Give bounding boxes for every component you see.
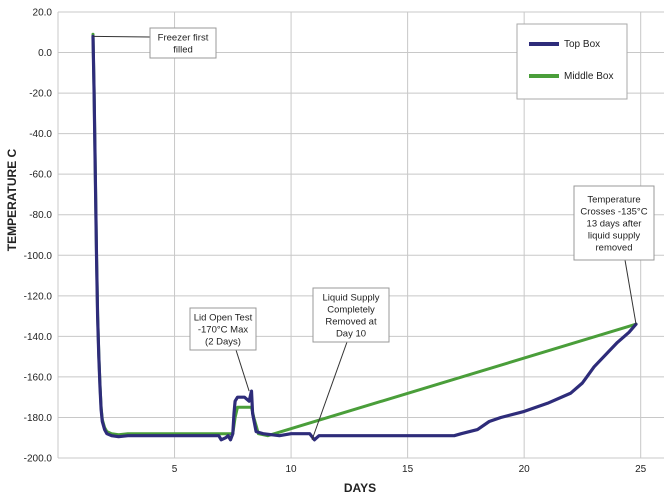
legend: Top Box Middle Box — [516, 23, 628, 100]
series-line-top-box — [91, 34, 638, 442]
annotation-callout: Lid Open Test-170°C Max(2 Days) — [189, 307, 257, 392]
y-tick-label: -200.0 — [24, 454, 53, 465]
y-tick-label: 0.0 — [38, 48, 52, 59]
y-tick-label: -80.0 — [29, 210, 52, 221]
y-tick-label: -140.0 — [24, 332, 53, 343]
legend-box — [516, 23, 628, 100]
annotation-text: Freezer first — [158, 33, 209, 44]
y-tick-label: -180.0 — [24, 413, 53, 424]
y-axis-title: TEMPERATURE C — [5, 148, 19, 251]
y-tick-label: 20.0 — [33, 8, 53, 19]
x-axis-title: DAYS — [344, 481, 376, 495]
annotation-text: Crosses -135°C — [580, 207, 647, 218]
annotation-leader-line — [92, 35, 151, 38]
annotation-text: liquid supply — [588, 231, 641, 242]
y-tick-label: -40.0 — [29, 129, 52, 140]
annotation-box — [189, 307, 257, 351]
annotation-text: Removed at — [325, 317, 377, 328]
annotation-leader-line — [235, 349, 250, 392]
annotation-text: -170°C Max — [198, 325, 249, 336]
x-tick-labels: 5 10 15 20 25 — [172, 464, 647, 475]
grid — [57, 11, 664, 459]
annotation-leader-line — [311, 341, 348, 440]
annotation-text: Lid Open Test — [194, 313, 253, 324]
x-tick-label: 10 — [286, 464, 298, 475]
annotation-leader-line — [624, 259, 637, 325]
y-tick-label: -60.0 — [29, 170, 52, 181]
annotation-text: filled — [173, 45, 193, 56]
legend-label-top-box: Top Box — [564, 39, 600, 50]
y-tick-label: -20.0 — [29, 89, 52, 100]
annotation-box — [149, 27, 217, 59]
x-tick-label: 25 — [635, 464, 647, 475]
y-tick-label: -160.0 — [24, 372, 53, 383]
annotation-box — [312, 287, 390, 343]
annotation-text: Liquid Supply — [322, 293, 379, 304]
x-tick-label: 20 — [519, 464, 531, 475]
annotation-text: Day 10 — [336, 329, 366, 340]
annotation-box — [573, 185, 655, 261]
x-tick-label: 5 — [172, 464, 178, 475]
annotation-text: 13 days after — [587, 219, 642, 230]
annotation-text: Completely — [327, 305, 375, 316]
annotation-text: (2 Days) — [205, 337, 241, 348]
annotation-text: removed — [596, 243, 633, 254]
x-tick-label: 15 — [402, 464, 414, 475]
y-tick-labels: 20.0 0.0 -20.0 -40.0 -60.0 -80.0 -100.0 -120.0 -… — [24, 8, 53, 465]
y-tick-label: -120.0 — [24, 291, 53, 302]
y-tick-label: -100.0 — [24, 251, 53, 262]
series-lines — [91, 32, 638, 442]
annotation-text: Temperature — [587, 195, 640, 206]
legend-label-middle-box: Middle Box — [564, 71, 613, 82]
